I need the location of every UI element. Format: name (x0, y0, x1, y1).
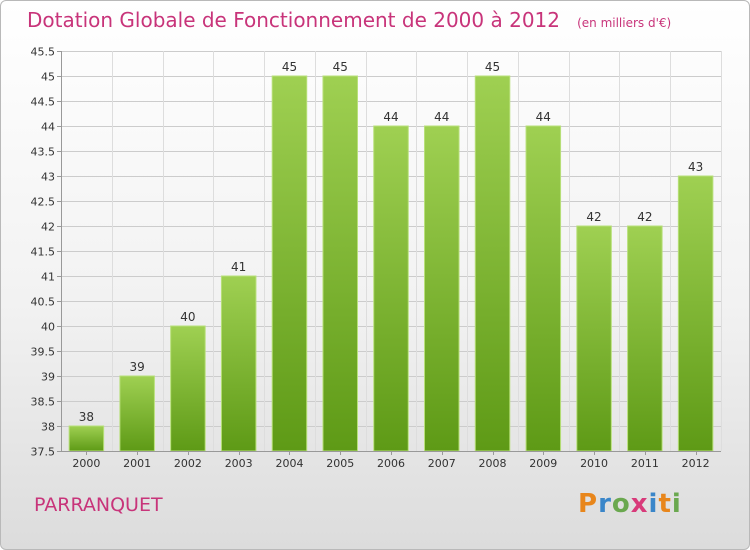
logo-letter: o (611, 489, 631, 519)
x-tick-label: 2003 (225, 457, 253, 470)
logo-letter: t (658, 489, 672, 519)
bar-2008 (474, 75, 511, 452)
y-tick-label: 42 (41, 221, 55, 234)
y-tick-label: 40.5 (31, 296, 56, 309)
data-label: 45 (485, 60, 500, 74)
y-tick-label: 42.5 (31, 196, 56, 209)
y-tick-label: 45.5 (31, 46, 56, 59)
logo-letter: i (648, 489, 659, 519)
data-label: 42 (586, 210, 601, 224)
bar-2001 (119, 375, 155, 452)
data-label: 44 (434, 110, 449, 124)
x-tick-label: 2005 (326, 457, 354, 470)
y-tick-label: 39 (41, 371, 55, 384)
logo-letter: x (630, 489, 649, 519)
bar-2005 (322, 75, 358, 452)
x-tick-label: 2004 (275, 457, 303, 470)
chart-title: Dotation Globale de Fonctionnement de 20… (27, 8, 671, 32)
x-tick-label: 2007 (428, 457, 456, 470)
bar-2003 (220, 275, 257, 452)
y-tick-label: 45 (41, 71, 55, 84)
y-tick-label: 43 (41, 171, 55, 184)
bar-2009 (525, 125, 562, 452)
x-tick-label: 2008 (479, 457, 507, 470)
x-tick-label: 2001 (123, 457, 151, 470)
bar-2010 (576, 225, 612, 452)
data-label: 45 (282, 60, 297, 74)
x-tick-label: 2006 (377, 457, 405, 470)
chart-unit-text: (en milliers d'€) (577, 16, 672, 30)
data-label: 43 (688, 160, 703, 174)
x-tick-label: 2011 (631, 457, 659, 470)
data-label: 40 (180, 310, 195, 324)
proxiti-logo[interactable]: Proxiti (578, 489, 682, 519)
y-tick-label: 44 (41, 121, 55, 134)
logo-letter: r (598, 489, 612, 519)
x-tick-label: 2009 (529, 457, 557, 470)
y-tick-label: 40 (41, 321, 55, 334)
data-label: 38 (79, 410, 94, 424)
axes: 37.5 38 38.5 39 39.5 40 40.5 41 41.5 42 42.5 43 43.5… (31, 46, 721, 470)
x-tick-label: 2012 (682, 457, 710, 470)
y-tick-label: 37.5 (31, 446, 56, 459)
x-tick-label: 2010 (580, 457, 608, 470)
bar-2000 (68, 425, 105, 452)
y-tick-label: 39.5 (31, 346, 56, 359)
data-label: 39 (130, 360, 145, 374)
bar-2006 (373, 125, 409, 452)
data-label: 45 (333, 60, 348, 74)
data-labels: 38 39 40 41 45 45 44 44 45 44 42 42 43 (79, 60, 704, 424)
y-tick-label: 41 (41, 271, 55, 284)
y-tick-label: 38.5 (31, 396, 56, 409)
bar-2011 (627, 225, 663, 452)
x-tick-label: 2002 (174, 457, 202, 470)
y-tick-label: 41.5 (31, 246, 56, 259)
bar-2002 (170, 325, 206, 452)
town-name: PARRANQUET (34, 494, 163, 516)
y-tick-label: 44.5 (31, 96, 56, 109)
data-label: 41 (231, 260, 246, 274)
bar-2004 (271, 75, 308, 452)
chart-title-text: Dotation Globale de Fonctionnement de 20… (27, 8, 560, 32)
logo-letter: P (578, 489, 599, 519)
logo-letter: i (671, 489, 682, 519)
data-label: 44 (383, 110, 398, 124)
y-tick-label: 38 (41, 421, 55, 434)
data-label: 44 (536, 110, 551, 124)
bars (68, 75, 714, 452)
data-label: 42 (637, 210, 652, 224)
y-tick-label: 43.5 (31, 146, 56, 159)
x-tick-label: 2000 (72, 457, 100, 470)
bar-2012 (677, 175, 714, 452)
bar-2007 (424, 125, 460, 452)
